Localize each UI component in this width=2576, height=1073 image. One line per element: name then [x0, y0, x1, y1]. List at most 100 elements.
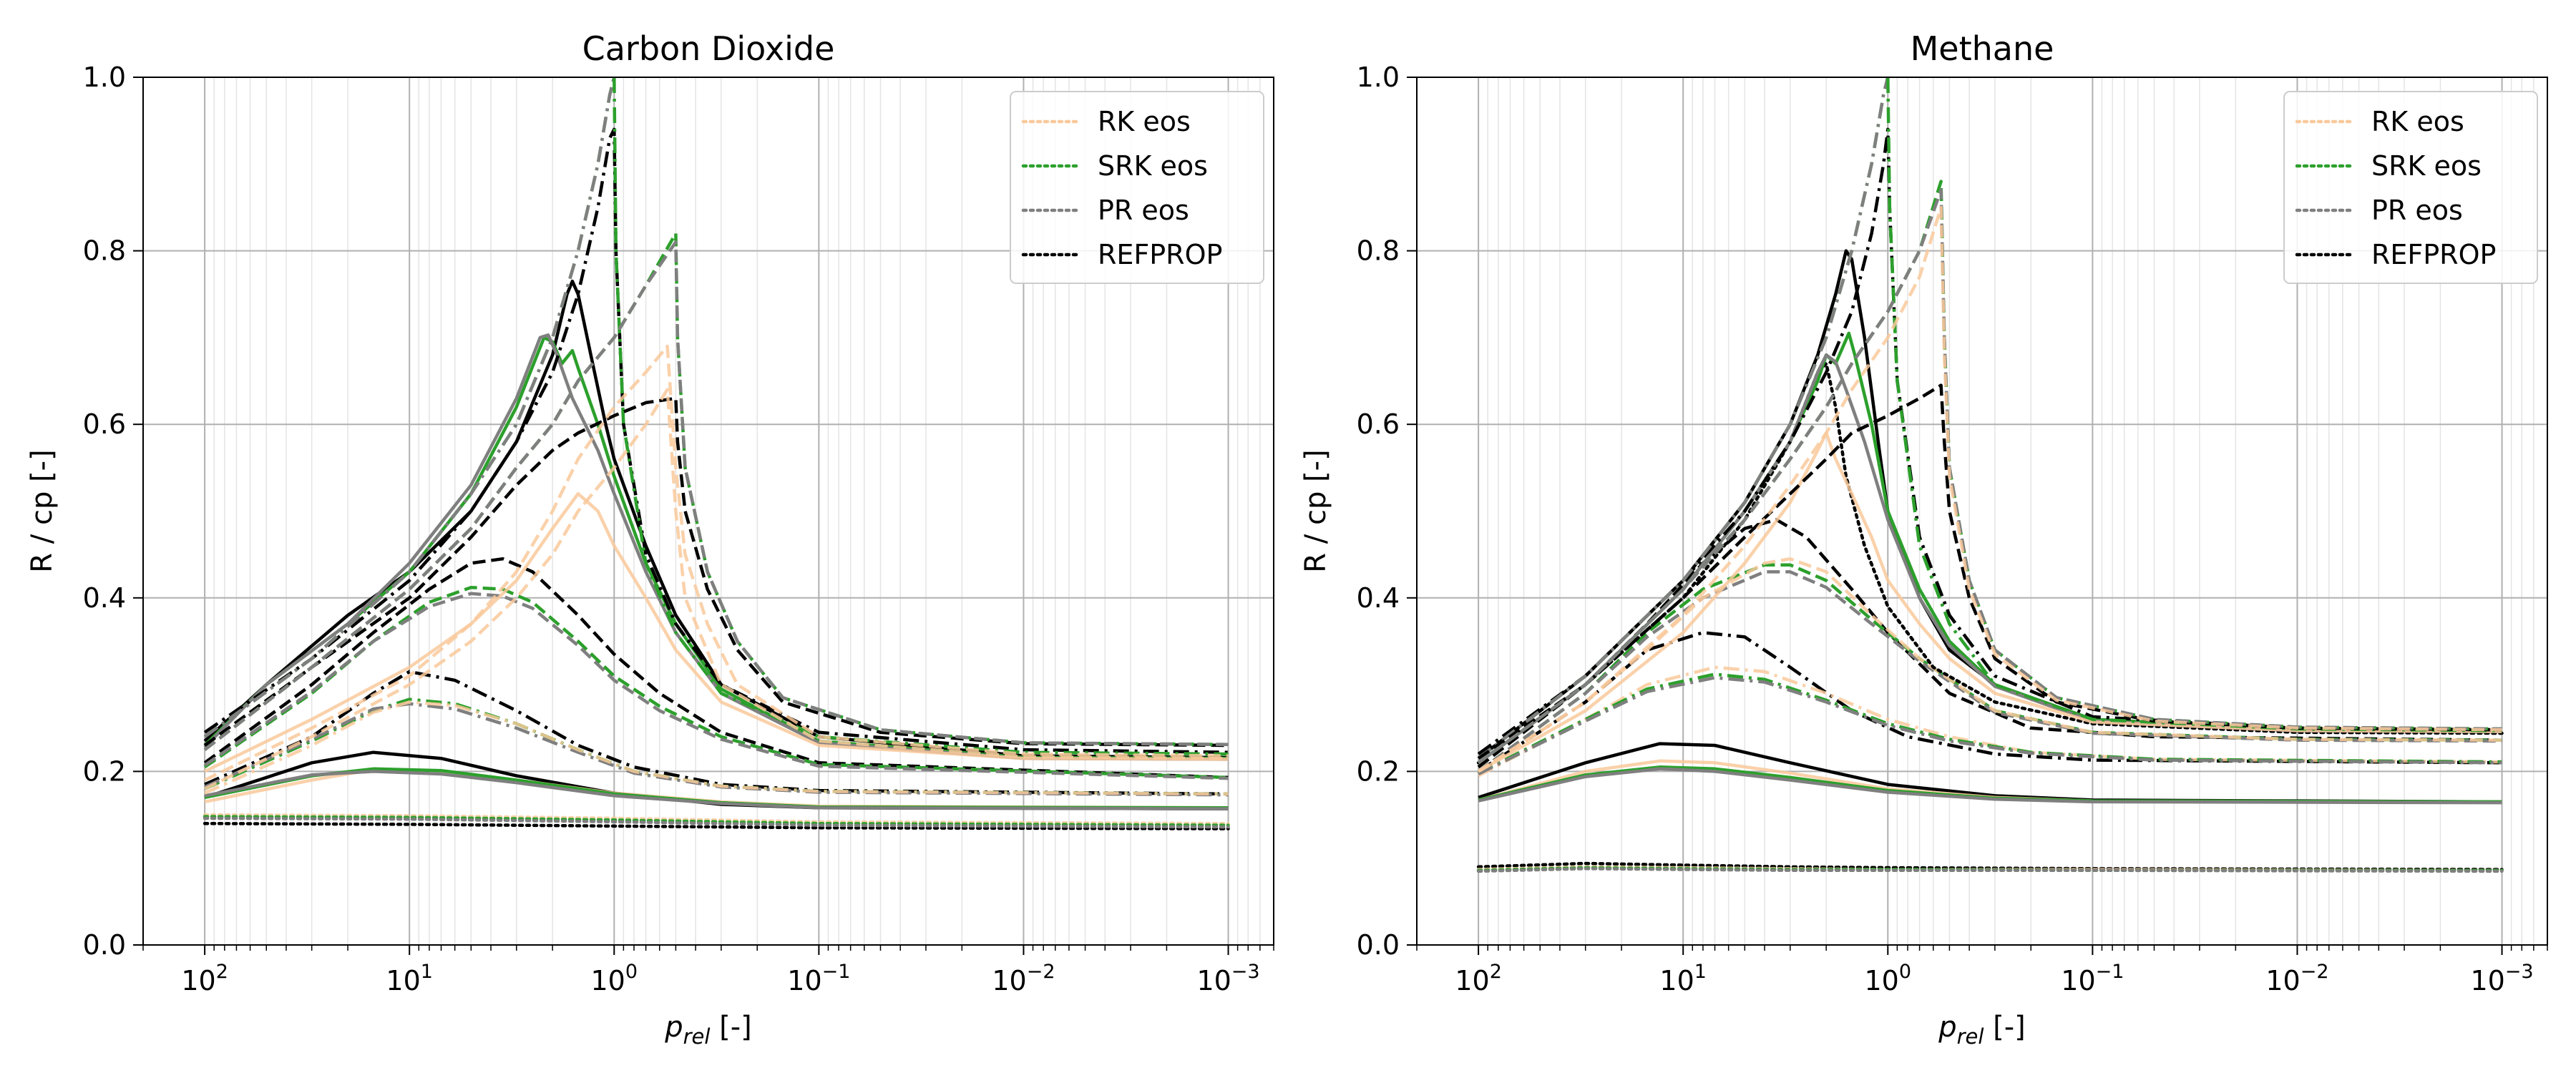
series-line-pr-dashdot [1477, 77, 1890, 760]
x-tick-exponent: −3 [2505, 961, 2534, 983]
x-tick-base: 10 [992, 965, 1026, 996]
x-tick-base: 10 [181, 965, 215, 996]
series-line-refprop-dashed [203, 557, 1229, 780]
series-line-rk-dotted [203, 813, 1230, 825]
legend-label-pr-eos: PR eos [1098, 195, 1189, 226]
x-axis-label-symbol: p [664, 1011, 683, 1044]
series-line-srk-dotted [203, 815, 1230, 827]
legend-label-refprop: REFPROP [2371, 239, 2496, 270]
series-line-pr-dotted [203, 816, 1230, 829]
legend-label-pr-eos: PR eos [2371, 195, 2463, 226]
x-tick-label: 100 [591, 961, 638, 996]
x-tick-base: 10 [2265, 965, 2300, 996]
series-line-rk-dashdot [204, 700, 1229, 796]
legend-label-rk-eos: RK eos [1098, 106, 1191, 137]
series-line-pr-solid [203, 333, 1229, 761]
chart-title: Carbon Dioxide [582, 29, 835, 68]
series-line-srk-dashdot [1478, 672, 2502, 775]
x-tick-exponent: 0 [625, 961, 638, 983]
series-group [1476, 77, 2504, 873]
series-line-pr-solid [1477, 353, 2502, 765]
x-tick-label: 10−1 [2061, 961, 2124, 996]
legend-box [1010, 91, 1264, 284]
y-tick-label: 0.0 [1357, 929, 1400, 961]
legend-label-srk-eos: SRK eos [2371, 150, 2482, 182]
x-tick-base: 10 [1455, 965, 1489, 996]
series-line-refprop-dashed [203, 396, 1229, 748]
x-tick-exponent: −1 [822, 961, 851, 983]
series-line-pr-dashdot [1478, 676, 2502, 776]
series-line-rk-dashed [204, 388, 1229, 790]
x-tick-exponent: −2 [2301, 961, 2329, 983]
series-line-refprop-dashdot [1477, 127, 2502, 755]
x-axis-label-subscript: rel [683, 1024, 711, 1049]
y-tick-label: 0.6 [1357, 408, 1400, 440]
x-tick-label: 102 [181, 961, 228, 996]
x-tick-exponent: −1 [2096, 961, 2124, 983]
series-line-pr-dashed [203, 240, 1229, 751]
x-tick-label: 101 [1659, 961, 1707, 996]
series-line-srk-dashdot [1886, 77, 2502, 733]
plot-frame [142, 77, 1274, 946]
y-tick-label: 0.2 [1357, 755, 1400, 787]
series-line-pr-dotted [1476, 867, 2504, 873]
x-tick-base: 10 [2470, 965, 2504, 996]
x-tick-exponent: 2 [1490, 961, 1502, 983]
x-axis-label-symbol: p [1938, 1011, 1956, 1044]
series-line-refprop-dotted [1476, 362, 2504, 765]
x-tick-base: 10 [1196, 965, 1231, 996]
series-line-rk-dashed [204, 344, 1229, 782]
x-tick-label: 10−2 [992, 961, 1055, 996]
x-axis-label-unit: [-] [710, 1011, 751, 1044]
x-tick-exponent: 1 [421, 961, 433, 983]
series-line-pr-dashed [203, 592, 1229, 780]
legend-label-rk-eos: RK eos [2371, 106, 2464, 137]
x-tick-base: 10 [1659, 965, 1694, 996]
x-tick-base: 10 [386, 965, 420, 996]
x-tick-base: 10 [2061, 965, 2095, 996]
x-tick-exponent: −3 [1231, 961, 1260, 983]
y-tick-label: 0.4 [83, 582, 126, 614]
x-tick-exponent: 0 [1899, 961, 1911, 983]
y-axis-label: R / cp [-] [26, 449, 59, 572]
x-axis-label-unit: [-] [1984, 1011, 2025, 1044]
y-tick-label: 0.8 [1357, 235, 1400, 267]
chart-panel-methane: 102 101 100 10−1 10−2 10−30.00.20.40.60.81.0M… [1299, 29, 2548, 1049]
x-axis-label: prel [-] [1938, 1011, 2026, 1049]
x-tick-exponent: −2 [1027, 961, 1055, 983]
x-tick-label: 10−3 [1196, 961, 1259, 996]
series-line-rk-dashed [1477, 205, 2502, 773]
x-tick-label: 10−3 [2470, 961, 2533, 996]
y-tick-label: 1.0 [1357, 62, 1400, 93]
y-tick-label: 1.0 [83, 62, 126, 93]
legend: RK eos SRK eos PR eos REFPROP [1010, 91, 1264, 284]
series-line-refprop-dashed [1477, 518, 2502, 769]
x-tick-label: 102 [1455, 961, 1502, 996]
series-line-refprop-dotted [203, 821, 1230, 831]
y-tick-label: 0.2 [83, 755, 126, 787]
x-tick-base: 10 [591, 965, 625, 996]
series-line-rk-solid [204, 491, 1229, 773]
y-tick-label: 0.0 [83, 929, 126, 961]
legend-box [2283, 91, 2538, 284]
x-tick-base: 10 [1865, 965, 1899, 996]
x-tick-label: 10−2 [2265, 961, 2328, 996]
series-line-pr-solid [204, 770, 1229, 810]
series-group [203, 77, 1230, 831]
x-axis-label-subscript: rel [1957, 1024, 1984, 1049]
plot-frame [1416, 77, 2548, 946]
series-line-pr-dashdot [203, 77, 616, 738]
chart-title: Methane [1911, 29, 2054, 68]
x-axis-label: prel [-] [664, 1011, 752, 1049]
x-tick-label: 100 [1865, 961, 1912, 996]
x-tick-label: 101 [386, 961, 433, 996]
series-line-pr-solid [1478, 767, 2502, 805]
y-tick-label: 0.8 [83, 235, 126, 267]
legend-label-refprop: REFPROP [1098, 239, 1222, 270]
x-tick-exponent: 2 [216, 961, 228, 983]
legend: RK eos SRK eos PR eos REFPROP [2283, 91, 2538, 284]
y-tick-label: 0.6 [83, 408, 126, 440]
series-line-pr-dashed [1477, 570, 2502, 773]
